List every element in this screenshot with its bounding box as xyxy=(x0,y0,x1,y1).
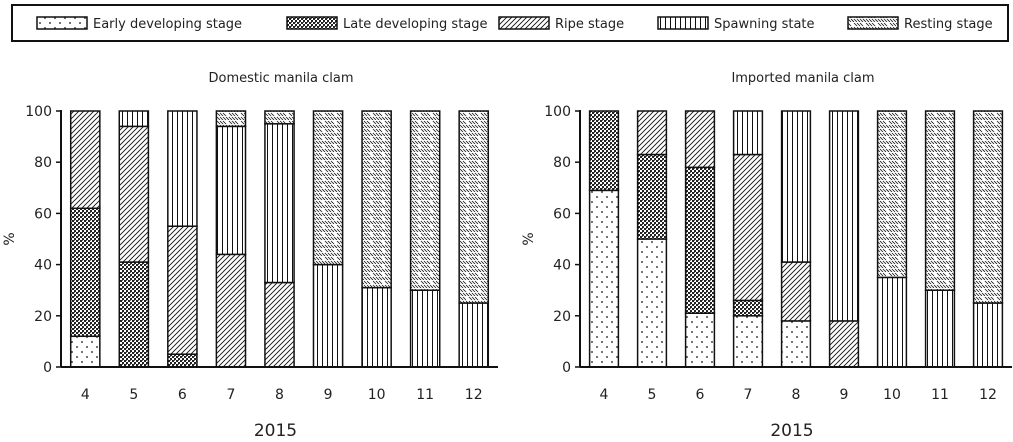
bar-segment-diag-left xyxy=(312,110,344,266)
bar-segment-diag-right xyxy=(118,125,150,263)
legend-swatch-dots xyxy=(36,16,88,30)
x-tick-label: 4 xyxy=(81,387,90,403)
bar-segment-diag-right xyxy=(69,110,101,210)
x-tick-label: 10 xyxy=(368,387,386,403)
legend-label: Early developing stage xyxy=(93,17,242,32)
bar-segment-vertical xyxy=(876,276,908,368)
x-tick-label: 5 xyxy=(129,387,138,403)
legend-swatch-diag-left xyxy=(847,16,899,30)
bar-segment-diag-right xyxy=(167,225,198,355)
x-tick-label: 6 xyxy=(696,387,705,403)
y-tick-label: 0 xyxy=(562,360,571,376)
y-tick-label: 60 xyxy=(34,206,52,222)
x-tick-label: 5 xyxy=(648,387,657,403)
x-tick-label: 10 xyxy=(883,387,901,403)
bar-segment-diag-left xyxy=(924,110,956,291)
y-tick-label: 60 xyxy=(553,206,571,222)
y-tick-label: 40 xyxy=(34,258,52,274)
bar-segment-dots xyxy=(69,335,101,368)
bar-segment-vertical xyxy=(828,110,860,322)
bar-segment-crosshatch xyxy=(167,353,198,368)
bar-segment-vertical xyxy=(361,286,392,368)
bar-segment-diag-left xyxy=(361,110,392,289)
y-tick-label: 40 xyxy=(553,258,571,274)
bar-segment-vertical xyxy=(264,123,295,284)
x-tick-label: 12 xyxy=(465,387,483,403)
x-tick-label: 9 xyxy=(840,387,849,403)
y-axis-label: % xyxy=(2,232,18,245)
y-axis-label: % xyxy=(521,232,537,245)
bar-segment-diag-right xyxy=(780,261,812,322)
bar-segment-vertical xyxy=(732,110,764,156)
x-tick-label: 8 xyxy=(792,387,801,403)
x-tick-label: 6 xyxy=(178,387,187,403)
bar-segment-diag-left xyxy=(972,110,1004,304)
chart-title: Imported manila clam xyxy=(731,71,874,86)
chart-panel-imported: Imported manila clam 4 5 6 7 8 9 10 11 12 0 20 40 60 8… xyxy=(521,71,1012,441)
bar-segment-crosshatch xyxy=(588,110,620,192)
legend-swatch-vertical xyxy=(657,16,709,30)
y-tick-label: 80 xyxy=(34,155,52,171)
bar-segment-dots xyxy=(636,238,668,368)
chart-panel-domestic: Domestic manila clam 4 5 6 7 8 9 10 11 12 0 20 40 60 8… xyxy=(2,71,498,441)
y-tick-label: 100 xyxy=(544,104,571,120)
y-tick-label: 100 xyxy=(25,104,52,120)
bar-segment-diag-right xyxy=(215,253,247,368)
y-tick-label: 20 xyxy=(34,309,52,325)
bar-segment-vertical xyxy=(118,110,150,128)
chart-legend: Early developing stage Late developing st… xyxy=(11,4,1009,42)
x-tick-label: 7 xyxy=(226,387,235,403)
bar-segment-vertical xyxy=(458,302,490,368)
bar-segment-crosshatch xyxy=(732,299,764,317)
bar-segment-crosshatch xyxy=(118,261,150,368)
legend-swatch-diag-right xyxy=(498,16,550,30)
bar-segment-diag-left xyxy=(409,110,441,291)
y-tick-label: 80 xyxy=(553,155,571,171)
bar-segment-diag-left xyxy=(264,110,295,125)
legend-label: Late developing stage xyxy=(343,17,488,32)
bar-segment-vertical xyxy=(312,263,344,368)
bar-segment-crosshatch xyxy=(636,153,668,240)
x-tick-label: 7 xyxy=(744,387,753,403)
legend-graphic: Early developing stage Late developing st… xyxy=(36,16,993,32)
legend-swatch-crosshatch xyxy=(286,16,338,30)
bar-segment-vertical xyxy=(972,302,1004,368)
legend-label: Spawning state xyxy=(714,17,815,32)
chart-title: Domestic manila clam xyxy=(209,71,354,86)
bar-segment-diag-left xyxy=(876,110,908,279)
legend-label: Ripe stage xyxy=(555,17,624,32)
bar-segment-diag-right xyxy=(636,110,668,156)
x-axis-label: 2015 xyxy=(254,421,297,441)
bar-segment-crosshatch xyxy=(69,207,101,338)
bar-segment-dots xyxy=(780,320,812,368)
bar-segment-dots xyxy=(684,312,716,368)
x-axis-label: 2015 xyxy=(770,421,813,441)
x-tick-label: 11 xyxy=(416,387,434,403)
x-tick-label: 4 xyxy=(600,387,609,403)
bar-segment-diag-right xyxy=(732,153,764,302)
bar-segment-crosshatch xyxy=(684,166,716,314)
bar-segment-diag-right xyxy=(828,320,860,368)
bar-segment-vertical xyxy=(780,110,812,263)
x-tick-label: 12 xyxy=(979,387,997,403)
bar-segment-vertical xyxy=(167,110,198,227)
y-tick-label: 0 xyxy=(43,360,52,376)
x-tick-label: 11 xyxy=(931,387,949,403)
bar-segment-vertical xyxy=(215,125,247,256)
bar-segment-diag-right xyxy=(684,110,716,169)
bar-segment-diag-left xyxy=(458,110,490,304)
x-tick-label: 9 xyxy=(324,387,333,403)
bar-segment-dots xyxy=(732,315,764,368)
x-tick-label: 8 xyxy=(275,387,284,403)
legend-label: Resting stage xyxy=(904,17,993,32)
bar-segment-vertical xyxy=(924,289,956,368)
bar-segment-diag-left xyxy=(215,110,247,128)
y-tick-label: 20 xyxy=(553,309,571,325)
bar-segment-vertical xyxy=(409,289,441,368)
bar-segment-diag-right xyxy=(264,281,295,368)
bar-segment-dots xyxy=(588,189,620,368)
